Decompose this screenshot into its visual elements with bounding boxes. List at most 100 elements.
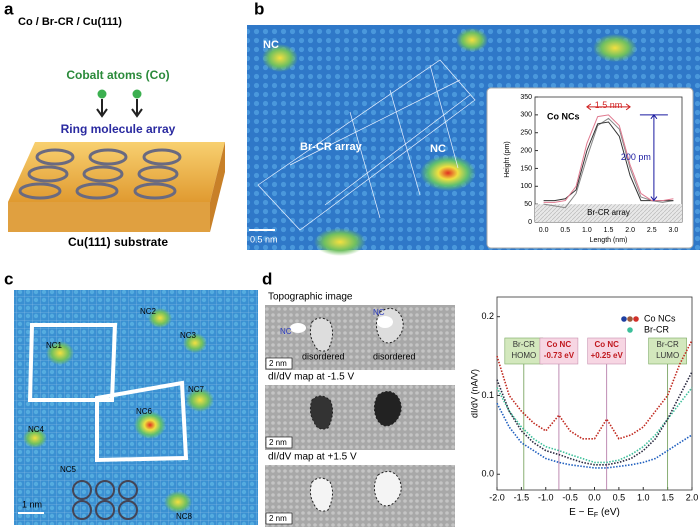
legend-dot (627, 316, 633, 322)
panel-label: d (262, 269, 272, 288)
width-arrow (586, 103, 631, 111)
x-tick-label: -1.5 (514, 492, 530, 502)
height-arrow (639, 114, 668, 202)
substrate-label: Cu(111) substrate (68, 235, 168, 249)
nc-tag: NC (373, 308, 385, 317)
disordered-tag: disordered (302, 351, 345, 361)
y-tick-label: 0.2 (481, 311, 494, 321)
y-tick-label: 250 (520, 130, 532, 137)
x-axis-label-part: E − E (569, 507, 594, 518)
inset-title: Co NCs (547, 111, 580, 121)
nc-label: NC2 (140, 307, 157, 316)
x-tick-label: 2.0 (625, 227, 635, 234)
scale-label: 2 nm (269, 359, 287, 368)
y-tick-label: 200 (520, 147, 532, 154)
x-tick-label: -0.5 (562, 492, 578, 502)
disordered-region (309, 395, 334, 430)
x-tick-label: 0.5 (560, 227, 570, 234)
x-tick-label: 0.5 (613, 492, 626, 502)
x-tick-label: 1.5 (661, 492, 674, 502)
scale-label: 1 nm (22, 499, 42, 509)
height-label: 200 pm (621, 152, 651, 162)
marker-box (539, 337, 579, 365)
panel-d: d Topographic image NC NC disordered dis… (262, 269, 455, 527)
image-caption: dI/dV map at -1.5 V (268, 372, 354, 383)
series-line (496, 402, 693, 469)
nc-labels: NC1 NC2 NC3 NC4 NC5 NC6 NC7 NC8 (28, 307, 205, 521)
nc-label: NC5 (60, 465, 77, 474)
y-axis-label: dI/dV (nA/V) (469, 369, 479, 418)
y-tick-label: 0.1 (481, 390, 494, 400)
array-label: Br-CR array (300, 141, 363, 153)
legend-dot (633, 316, 639, 322)
legend-label: Co NCs (644, 313, 676, 323)
baseline-area (535, 204, 682, 222)
marker-label: +0.25 eV (591, 351, 624, 360)
panel-a: a Co / Br-CR / Cu(111) Cobalt atoms (Co)… (4, 0, 225, 249)
marker-box (587, 337, 626, 365)
series-line (496, 387, 693, 464)
x-axis-label: Length (nm) (590, 237, 628, 244)
image-caption: Topographic image (268, 292, 353, 303)
x-tick-label: 1.0 (582, 227, 592, 234)
x-tick-label: -2.0 (489, 492, 505, 502)
y-tick-label: 50 (524, 201, 532, 208)
series-line (496, 339, 693, 440)
nc-label: NC7 (188, 385, 205, 394)
nc-label: NC6 (136, 407, 153, 416)
x-tick-label: 0.0 (539, 227, 549, 234)
topo-image (265, 305, 455, 370)
y-tick-label: 0.0 (481, 469, 494, 479)
panel-label: c (4, 269, 13, 288)
panel-c: c NC1 NC2 NC3 NC4 NC5 NC6 NC7 NC8 1 nm (4, 269, 258, 525)
substrate-drawing (8, 142, 225, 232)
nc-label: NC4 (28, 425, 45, 434)
scale-bar (249, 229, 275, 231)
marker-label: Br-CR (657, 340, 679, 349)
scale-box (265, 436, 293, 449)
x-tick-label: 0.0 (588, 492, 601, 502)
x-tick-label: 2.5 (647, 227, 657, 234)
baseline-label: Br-CR array (587, 208, 630, 217)
marker-label: Co NC (547, 340, 572, 349)
scale-box (265, 512, 293, 525)
x-axis-label-part: (eV) (598, 507, 620, 518)
disordered-region (309, 471, 402, 512)
heading: Co / Br-CR / Cu(111) (18, 16, 122, 28)
x-tick-label: 1.5 (604, 227, 614, 234)
panel-label: b (254, 0, 264, 18)
nc-label: NC (263, 39, 279, 51)
y-tick-label: 100 (520, 183, 532, 190)
series-line (543, 114, 674, 203)
didv-map (265, 465, 455, 527)
scale-label: 0.5 nm (250, 234, 278, 244)
nc-spot (290, 323, 306, 333)
cobalt-atoms (96, 89, 143, 118)
marker-box (648, 337, 687, 365)
atoms-label: Cobalt atoms (Co) (66, 68, 169, 82)
stm-features (257, 28, 637, 256)
series-line (496, 371, 693, 466)
nc-label: NC3 (180, 331, 197, 340)
y-tick-label: 0 (528, 219, 532, 226)
nc-tag: NC (280, 327, 292, 336)
disordered-region (373, 391, 402, 427)
y-tick-label: 300 (520, 112, 532, 119)
marker-label: -0.73 eV (544, 351, 575, 360)
array-label: Ring molecule array (61, 122, 176, 136)
didv-map (265, 385, 455, 450)
scale-box (265, 357, 293, 370)
marker-label: Co NC (594, 340, 619, 349)
x-axis-label: E − EF (eV) (569, 507, 620, 520)
x-tick-label: 3.0 (668, 227, 678, 234)
marker-label: Br-CR (513, 340, 535, 349)
x-tick-label: 2.0 (686, 492, 699, 502)
scale-label: 2 nm (269, 438, 287, 447)
legend-label: Br-CR (644, 324, 669, 334)
nc-spot (377, 316, 393, 328)
legend-dot (621, 316, 627, 322)
nc-label: NC1 (46, 341, 63, 350)
nc-label: NC8 (176, 512, 193, 521)
panel-label: a (4, 0, 14, 18)
